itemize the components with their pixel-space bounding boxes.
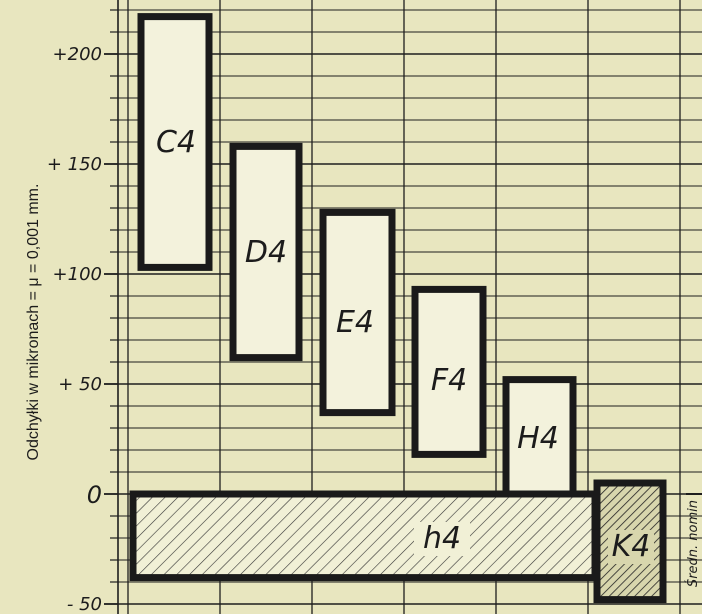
bar-label-e4: E4 — [336, 305, 374, 340]
bar-d4 — [229, 142, 303, 362]
bar-label-d4: D4 — [245, 235, 287, 270]
y-tick-label: - 50 — [67, 594, 102, 614]
bar-label-k4: K4 — [612, 529, 651, 564]
bar-label-f4: F4 — [431, 363, 467, 398]
bar-c4 — [137, 13, 213, 271]
labels: C4 D4 E4 F4 H4 h4 K4 Średn. nomin — [156, 125, 702, 587]
bar-label-h4: h4 — [423, 521, 461, 556]
side-note: Średn. nomin — [685, 500, 701, 587]
bar-f4 — [411, 285, 487, 458]
y-tick-label: + 150 — [47, 154, 102, 175]
y-tick-label: 0 — [87, 481, 102, 509]
y-tick-label: + 50 — [58, 374, 102, 395]
y-axis: +200 + 150 +100 + 50 0 - 50 Odchyłki w mikrona… — [25, 0, 119, 614]
bar-label-bg — [608, 530, 654, 564]
bar-label-c4: C4 — [156, 125, 196, 160]
bar-label-h4: H4 — [517, 421, 559, 456]
y-tick-label: +200 — [53, 44, 102, 65]
bar-h4 — [129, 490, 599, 582]
bars — [129, 13, 667, 604]
bar-label-bg — [414, 522, 470, 556]
y-axis-title: Odchyłki w mikronach = μ = 0,001 mm. — [25, 184, 42, 461]
bar-h4 — [502, 376, 577, 498]
y-tick-label: +100 — [53, 264, 102, 285]
bar-e4 — [319, 208, 396, 417]
